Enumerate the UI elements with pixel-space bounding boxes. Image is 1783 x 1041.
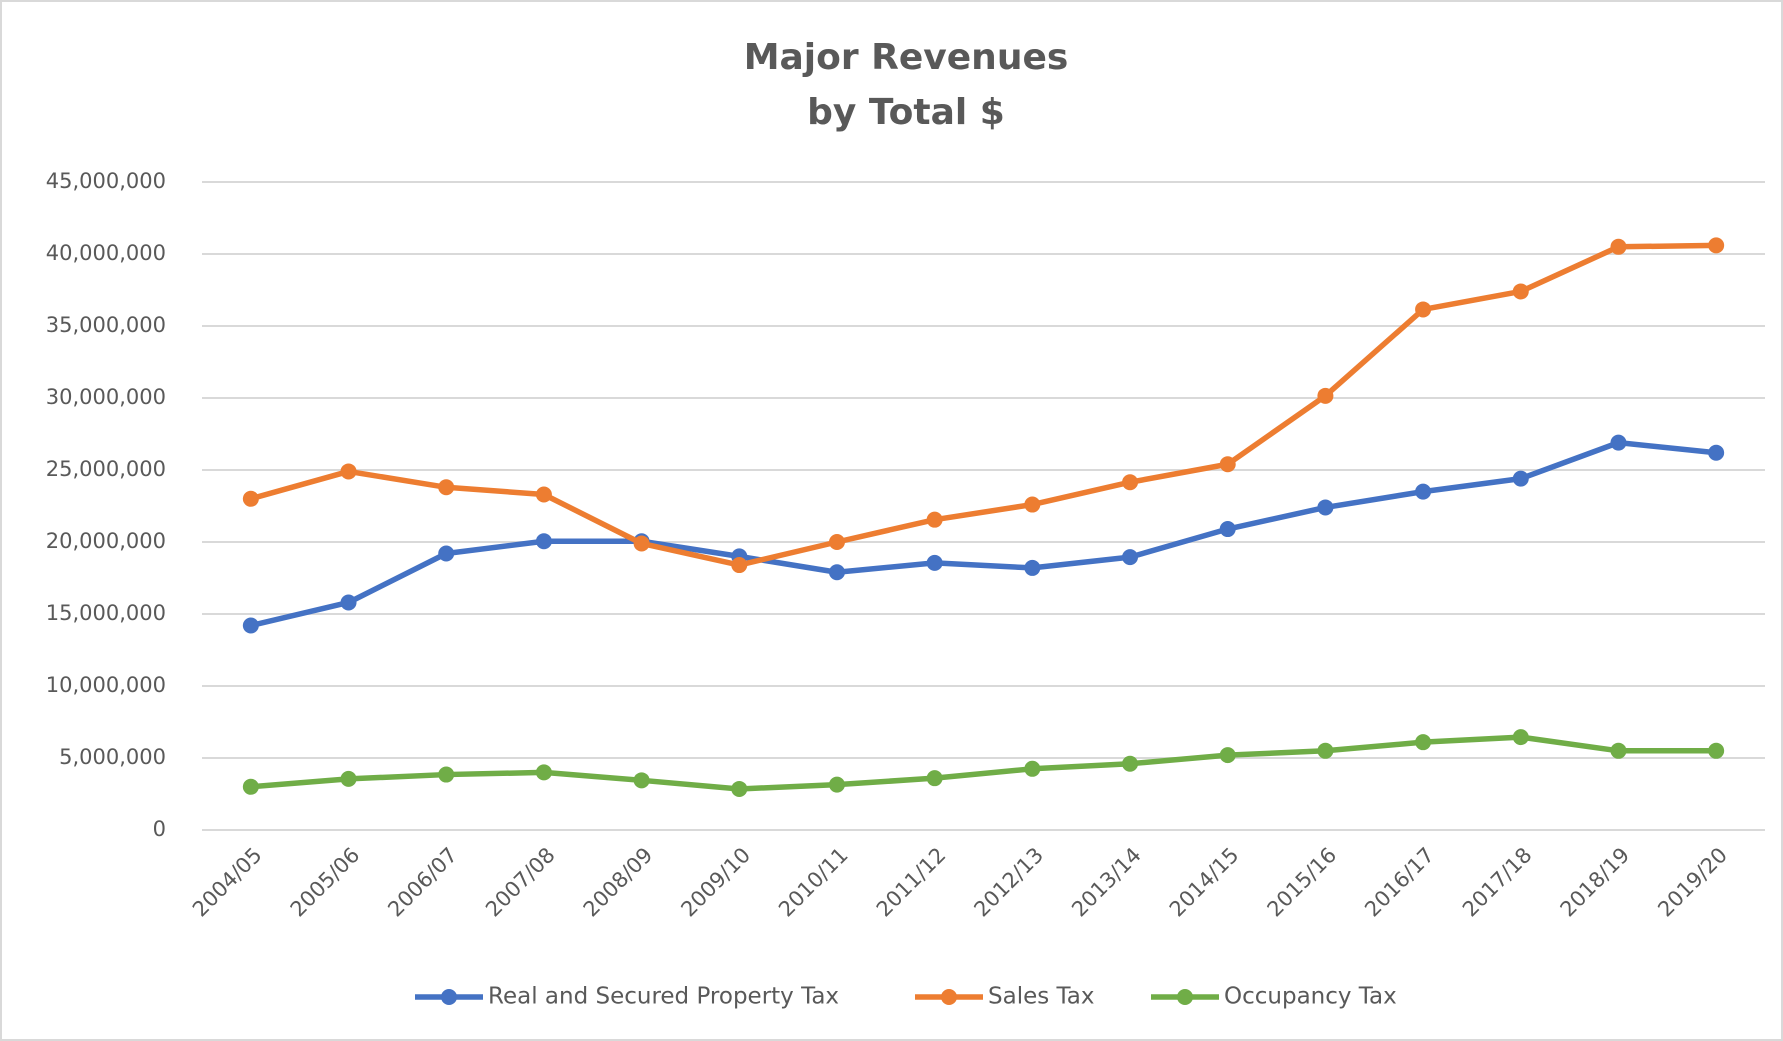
data-point (1708, 742, 1725, 759)
series-line (248, 734, 1719, 792)
chart-subtitle: by Total $ (807, 92, 1005, 133)
data-point (1512, 470, 1529, 487)
data-point (340, 770, 357, 787)
data-point (1708, 444, 1725, 461)
data-point (340, 594, 357, 611)
data-point (242, 778, 259, 795)
data-point (1122, 549, 1139, 566)
data-point (1024, 760, 1041, 777)
data-point (1610, 742, 1627, 759)
data-point (1219, 747, 1236, 764)
y-tick-label: 30,000,000 (46, 385, 166, 409)
data-point (1512, 283, 1529, 300)
data-point (828, 776, 845, 793)
data-point (1610, 238, 1627, 255)
data-point (535, 764, 552, 781)
data-point (926, 554, 943, 571)
data-point (1512, 729, 1529, 746)
y-tick-label: 45,000,000 (46, 169, 166, 193)
y-tick-label: 25,000,000 (46, 457, 166, 481)
y-tick-label: 20,000,000 (46, 529, 166, 553)
data-point (438, 545, 455, 562)
data-point (1708, 237, 1725, 254)
legend-marker (941, 989, 957, 1005)
data-point (242, 490, 259, 507)
data-point (1317, 387, 1334, 404)
data-point (1415, 301, 1432, 318)
y-tick-label: 40,000,000 (46, 241, 166, 265)
data-point (1219, 521, 1236, 538)
data-point (1415, 734, 1432, 751)
data-point (1317, 742, 1334, 759)
legend-label: Sales Tax (988, 984, 1094, 1010)
data-point (731, 780, 748, 797)
legend-label: Occupancy Tax (1224, 984, 1397, 1010)
y-tick-label: 10,000,000 (46, 673, 166, 697)
data-point (926, 770, 943, 787)
data-point (731, 557, 748, 574)
data-point (828, 564, 845, 581)
data-point (242, 617, 259, 634)
data-point (1317, 499, 1334, 516)
data-point (1219, 456, 1236, 473)
data-point (535, 486, 552, 503)
data-point (1024, 496, 1041, 513)
y-tick-label: 0 (153, 817, 166, 841)
data-point (633, 535, 650, 552)
data-point (828, 534, 845, 550)
data-point (340, 463, 357, 480)
legend-marker (1177, 989, 1193, 1005)
data-point (1415, 483, 1432, 500)
data-point (1122, 474, 1139, 491)
chart-title: Major Revenues (744, 37, 1069, 78)
data-point (1024, 559, 1041, 576)
data-point (438, 766, 455, 783)
data-point (535, 533, 552, 550)
y-tick-label: 35,000,000 (46, 313, 166, 337)
legend-label: Real and Secured Property Tax (488, 984, 839, 1010)
data-point (1610, 434, 1627, 451)
series-line (248, 439, 1719, 629)
legend-marker (441, 989, 457, 1005)
series-line (248, 242, 1719, 568)
y-tick-label: 15,000,000 (46, 601, 166, 625)
data-point (438, 479, 455, 496)
data-point (926, 511, 943, 528)
data-point (1122, 755, 1139, 772)
data-point (633, 772, 650, 789)
y-tick-label: 5,000,000 (59, 745, 166, 769)
